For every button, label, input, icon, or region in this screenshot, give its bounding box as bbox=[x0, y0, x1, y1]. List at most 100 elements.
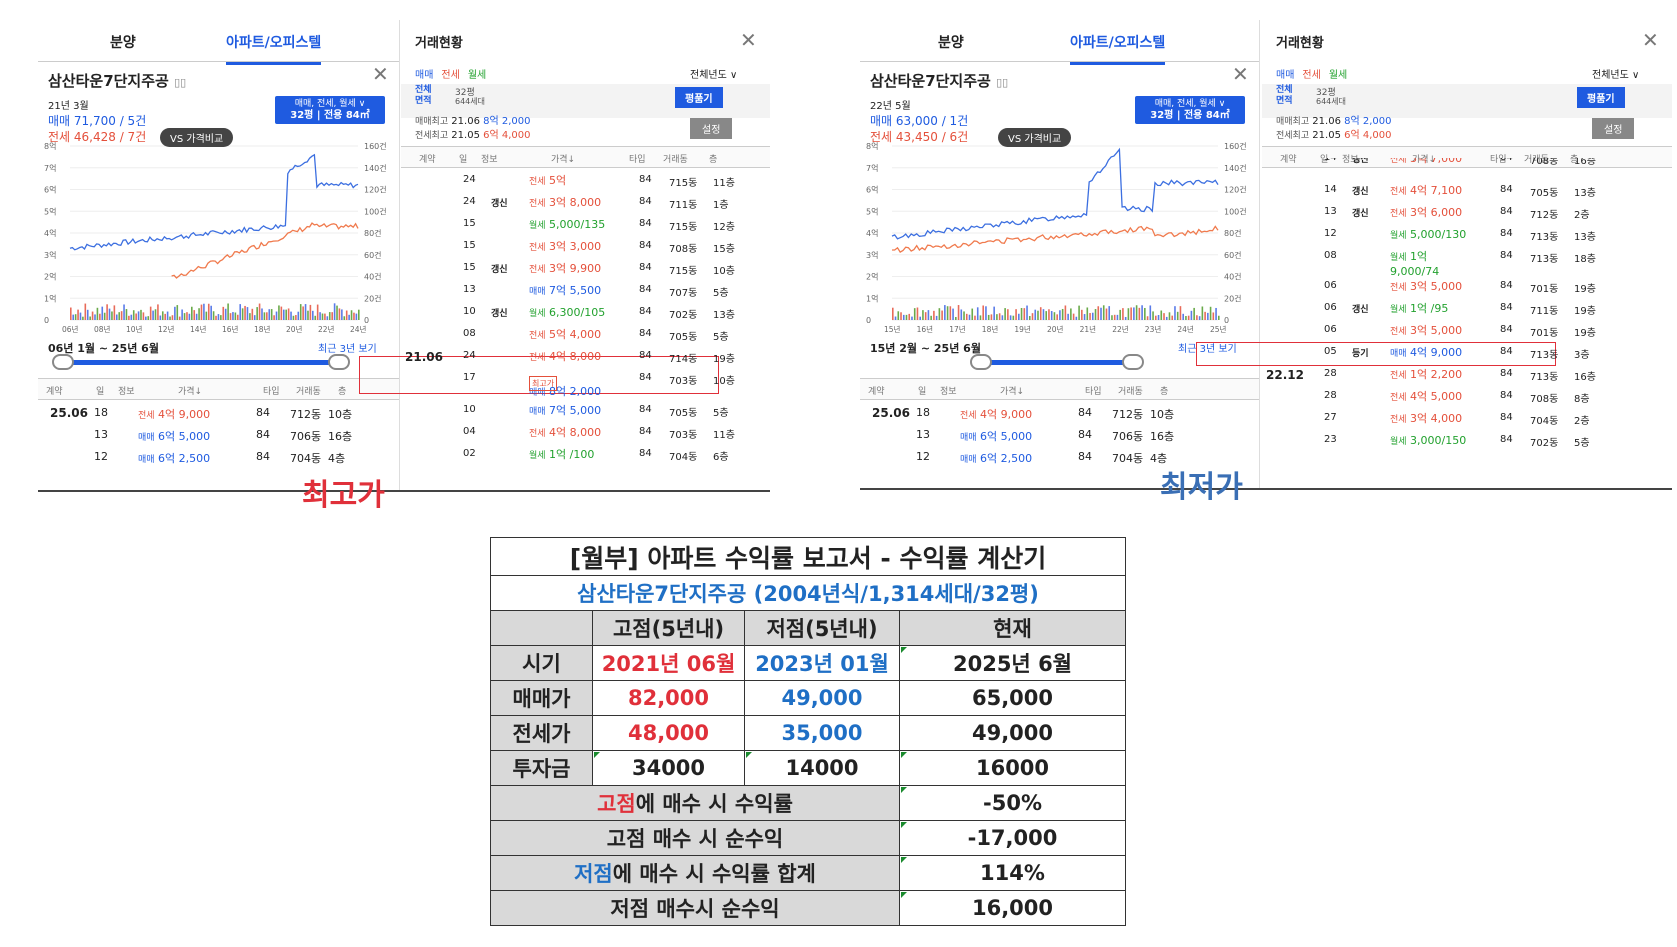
trade-row[interactable]: 06 전세 3억 5,000 84 701동 19층 bbox=[1324, 280, 1596, 295]
volume-bar bbox=[911, 316, 913, 320]
trade-row[interactable]: 15 전세 3억 3,000 84 708동 15층 bbox=[463, 240, 735, 255]
tab-sale[interactable]: 매매 bbox=[415, 70, 434, 81]
row-label-sale: 매매가 bbox=[490, 680, 593, 716]
deal-row[interactable]: 25.06 18 전세 4억 9,000 84 712동 10층 bbox=[50, 406, 353, 421]
settings-button[interactable]: 설정 bbox=[1592, 118, 1635, 139]
max-sale: 매매최고 21.06 8억 2,000 bbox=[1276, 116, 1392, 127]
tab-apartment[interactable]: 아파트/오피스텔 bbox=[226, 32, 322, 65]
trade-row[interactable]: 13 매매 7억 5,500 84 707동 5층 bbox=[463, 284, 729, 299]
slider-end-handle[interactable] bbox=[1122, 354, 1144, 370]
close-icon[interactable]: ✕ bbox=[372, 62, 389, 86]
volume-bar bbox=[1102, 305, 1105, 320]
tab-sale[interactable]: 매매 bbox=[1276, 70, 1295, 81]
y-tick-left: 3억 bbox=[866, 250, 878, 260]
y-tick-left: 2억 bbox=[44, 272, 56, 282]
volume-bar bbox=[1168, 312, 1171, 320]
trade-row[interactable]: 10 매매 7억 5,000 84 705동 5층 bbox=[463, 404, 729, 419]
volume-bar bbox=[946, 306, 949, 320]
volume-bar bbox=[996, 314, 998, 320]
pyeong-fold-button[interactable]: 평품기 bbox=[1577, 87, 1625, 108]
lowest-price-screenshot: 분양 아파트/오피스텔 삼산타운7단지주공 ▯▯ ✕ 22년 5월 매매 63,… bbox=[860, 20, 1672, 490]
volume-bar bbox=[307, 310, 309, 320]
volume-bar bbox=[99, 313, 101, 320]
volume-bar bbox=[976, 307, 979, 320]
deal-row[interactable]: 13 매매 6억 5,000 84 706동 16층 bbox=[94, 428, 353, 443]
deal-row[interactable]: 13 매매 6억 5,000 84 706동 16층 bbox=[916, 428, 1175, 443]
volume-bar bbox=[350, 310, 353, 320]
volume-bar bbox=[166, 311, 169, 320]
volume-bar bbox=[77, 309, 79, 320]
trade-row[interactable]: 08 월세 1억 9,000/74 84 713동 18층 bbox=[1324, 250, 1596, 278]
y-tick-left: 8억 bbox=[44, 141, 56, 151]
tab-monthly[interactable]: 월세 bbox=[1328, 70, 1348, 81]
y-tick-left: 1억 bbox=[866, 293, 878, 303]
slider-end-handle[interactable] bbox=[328, 354, 350, 370]
trade-row[interactable]: 27 전세 3억 4,000 84 704동 2층 bbox=[1324, 412, 1590, 427]
jeonse-price-line bbox=[892, 225, 1219, 253]
year-select[interactable]: 전체년도 ∨ bbox=[1592, 70, 1640, 81]
y-tick-left: 5억 bbox=[866, 206, 878, 216]
volume-bar bbox=[1083, 314, 1086, 320]
recent-3y-link[interactable]: 최근 3년 보기 bbox=[1178, 344, 1237, 355]
tab-jeonse[interactable]: 전세 bbox=[1302, 70, 1321, 81]
tab-monthly[interactable]: 월세 bbox=[467, 70, 487, 81]
x-tick: 06년 bbox=[62, 324, 79, 334]
trade-row[interactable]: 21.06 24 전세 4억 8,000 84 714동 19층 bbox=[405, 350, 735, 365]
y-tick-left: 2억 bbox=[866, 272, 878, 282]
trade-row[interactable]: 06 갱신 월세 1억 /95 84 711동 19층 bbox=[1324, 302, 1596, 317]
deal-row[interactable]: 12 매매 6억 2,500 84 704동 4층 bbox=[916, 450, 1168, 465]
trade-row[interactable]: 13 갱신 전세 3억 6,000 84 712동 2층 bbox=[1324, 206, 1590, 221]
trade-row[interactable]: 28 전세 4억 5,000 84 708동 8층 bbox=[1324, 390, 1590, 405]
volume-bar bbox=[1130, 307, 1132, 320]
trade-row[interactable]: 23 월세 3,000/150 84 702동 5층 bbox=[1324, 434, 1590, 449]
volume-bar bbox=[220, 315, 222, 320]
tab-presale[interactable]: 분양 bbox=[938, 35, 964, 51]
pyeong-fold-button[interactable]: 평품기 bbox=[675, 87, 723, 108]
volume-bar bbox=[1207, 312, 1209, 320]
trade-row[interactable]: 24 전세 5억 84 715동 11층 bbox=[463, 174, 735, 189]
volume-bar bbox=[1165, 316, 1168, 320]
recent-3y-link[interactable]: 최근 3년 보기 bbox=[318, 344, 377, 355]
trade-row[interactable]: 06 전세 3억 5,000 84 701동 19층 bbox=[1324, 324, 1596, 339]
volume-bar bbox=[1045, 311, 1048, 320]
slider-start-handle[interactable] bbox=[52, 354, 74, 370]
trade-row[interactable]: 04 전세 4억 8,000 84 703동 11층 bbox=[463, 426, 735, 441]
volume-bar bbox=[106, 304, 108, 320]
trade-close-icon[interactable]: ✕ bbox=[740, 28, 757, 52]
trade-row[interactable]: 14 갱신 전세 3억 7,000 84708동16층 bbox=[1324, 152, 1596, 167]
trade-close-icon[interactable]: ✕ bbox=[1642, 28, 1659, 52]
trade-row[interactable]: 12 월세 5,000/130 84 713동 13층 bbox=[1324, 228, 1596, 243]
volume-bar bbox=[1124, 316, 1127, 320]
year-select[interactable]: 전체년도 ∨ bbox=[690, 70, 738, 81]
volume-bar bbox=[1119, 309, 1121, 320]
trade-row[interactable]: 05 등기 매매 4억 9,000 84 713동 3층 bbox=[1324, 346, 1590, 361]
filter-button[interactable]: 매매, 전세, 월세 ∨ 32평 | 전용 84㎡ bbox=[1135, 96, 1245, 124]
trade-row[interactable]: 17 최고가 매매 8억 2,000 84 703동 10층 bbox=[463, 372, 735, 398]
tab-jeonse[interactable]: 전세 bbox=[441, 70, 460, 81]
range-slider[interactable] bbox=[62, 360, 338, 365]
trade-row[interactable]: 02 월세 1억 /100 84 704동 6층 bbox=[463, 448, 729, 463]
volume-bar bbox=[1133, 307, 1135, 320]
trade-row[interactable]: 08 전세 5억 4,000 84 705동 5층 bbox=[463, 328, 729, 343]
trade-row[interactable]: 15 월세 5,000/135 84 715동 12층 bbox=[463, 218, 735, 233]
deal-row[interactable]: 25.06 18 전세 4억 9,000 84 712동 10층 bbox=[872, 406, 1175, 421]
trade-row[interactable]: 15 갱신 전세 3억 9,900 84 715동 10층 bbox=[463, 262, 735, 277]
volume-bar bbox=[1212, 312, 1215, 320]
trade-row[interactable]: 14 갱신 전세 4억 7,100 84 705동 13층 bbox=[1324, 184, 1596, 199]
vs-compare-button[interactable]: VS 가격비교 bbox=[998, 128, 1072, 147]
deal-row[interactable]: 12 매매 6억 2,500 84 704동 4층 bbox=[94, 450, 346, 465]
close-icon[interactable]: ✕ bbox=[1232, 62, 1249, 86]
volume-bar bbox=[304, 304, 307, 320]
range-slider[interactable] bbox=[980, 360, 1132, 365]
jeonse-price-line bbox=[171, 222, 359, 279]
trade-row[interactable]: 22.12 28 전세 1억 2,200 84 713동 16층 bbox=[1266, 368, 1596, 383]
trade-row[interactable]: 10 갱신 월세 6,300/105 84 702동 13층 bbox=[463, 306, 735, 321]
settings-button[interactable]: 설정 bbox=[690, 118, 733, 139]
map-icon: ▯▯ bbox=[996, 76, 1009, 89]
tab-apartment[interactable]: 아파트/오피스텔 bbox=[1070, 32, 1166, 65]
trade-row[interactable]: 24 갱신 전세 3억 8,000 84 711동 1층 bbox=[463, 196, 729, 211]
tab-presale[interactable]: 분양 bbox=[110, 35, 136, 51]
vs-compare-button[interactable]: VS 가격비교 bbox=[160, 128, 234, 147]
filter-button[interactable]: 매매, 전세, 월세 ∨ 32평 | 전용 84㎡ bbox=[275, 96, 385, 124]
slider-start-handle[interactable] bbox=[970, 354, 992, 370]
